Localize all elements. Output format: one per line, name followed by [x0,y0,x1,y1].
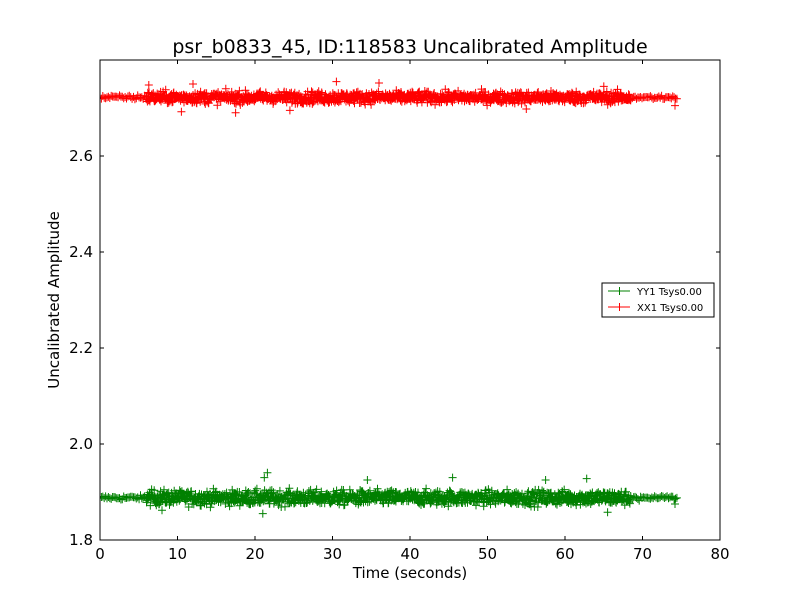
series-yy1 [100,468,681,518]
x-tick-label: 40 [400,545,419,563]
legend-label-yy1: YY1 Tsys0.00 [636,287,702,298]
legend-marker-xx1 [615,303,624,311]
x-tick-label: 70 [633,545,652,563]
series-xx1 [100,77,681,117]
legend-entry-yy1: YY1 Tsys0.00 [608,287,702,298]
chart-title: psr_b0833_45, ID:118583 Uncalibrated Amp… [172,36,647,58]
x-axis: 0 10 20 30 40 50 60 70 80 [95,60,730,563]
series-markers [100,468,681,518]
x-tick-label: 80 [710,545,729,563]
x-tick-label: 0 [95,545,105,563]
legend: YY1 Tsys0.00 XX1 Tsys0.00 [601,282,715,318]
x-tick-label: 50 [478,545,497,563]
y-tick-label: 2.2 [69,339,93,357]
x-tick-label: 10 [168,545,187,563]
x-tick-label: 20 [245,545,264,563]
legend-entry-xx1: XX1 Tsys0.00 [608,303,703,314]
x-tick-label: 60 [555,545,574,563]
series-markers [100,77,681,117]
legend-label-xx1: XX1 Tsys0.00 [637,303,703,314]
y-tick-label: 2.4 [69,243,93,261]
y-axis-label: Uncalibrated Amplitude [45,211,63,388]
y-axis: 1.8 2.0 2.2 2.4 2.6 [69,147,720,549]
x-axis-label: Time (seconds) [352,564,468,582]
legend-box [601,282,715,318]
legend-marker-yy1 [615,287,624,295]
data-layer [100,77,681,518]
y-tick-label: 1.8 [69,531,93,549]
x-tick-label: 30 [323,545,342,563]
y-tick-label: 2.0 [69,435,93,453]
y-tick-label: 2.6 [69,147,93,165]
